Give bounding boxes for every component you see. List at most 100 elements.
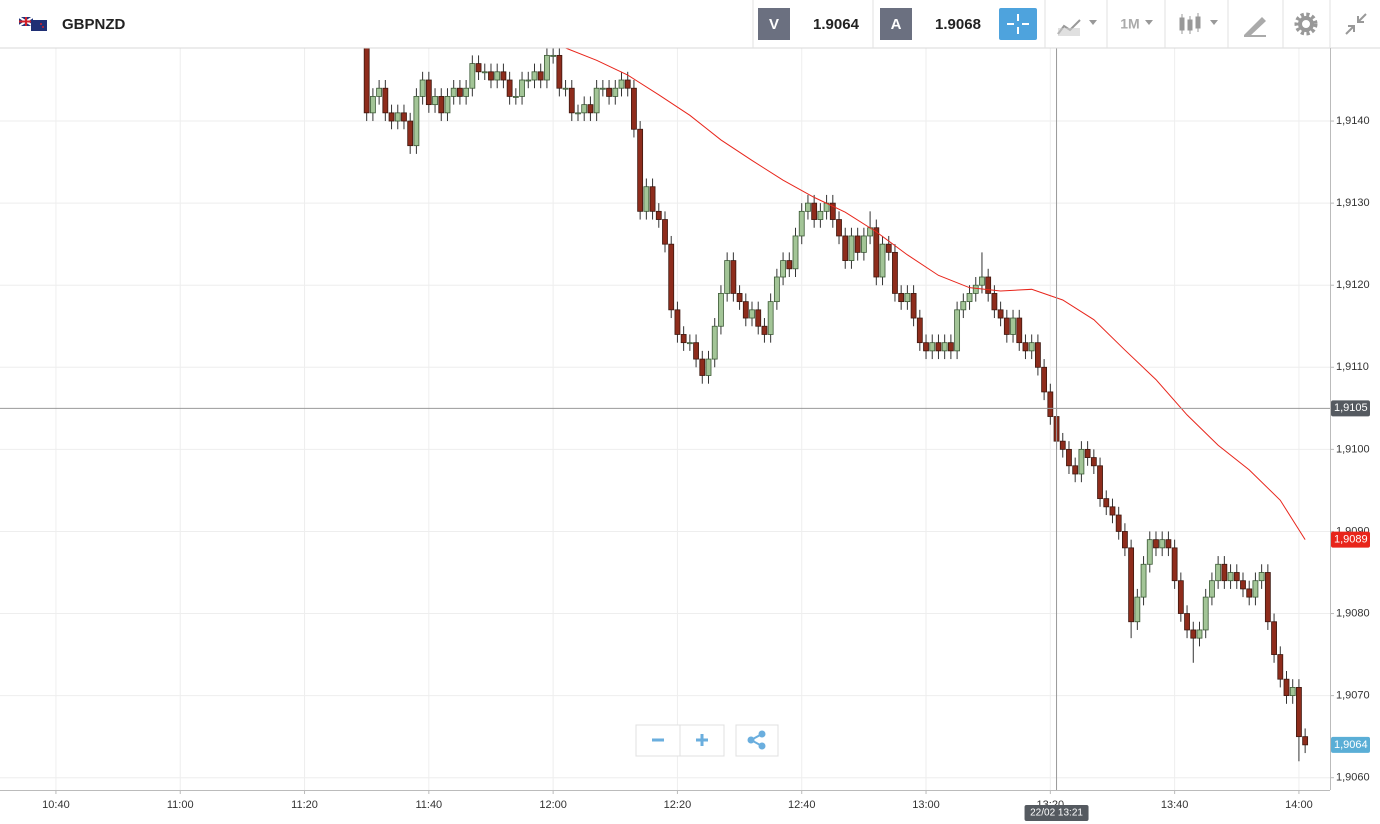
- candle-body: [1165, 539, 1172, 549]
- candle-body: [1258, 572, 1265, 582]
- crosshair-time-tag-bg: [1024, 805, 1089, 821]
- candle-body: [388, 112, 395, 122]
- candle-body: [1059, 440, 1066, 450]
- candle-type-button[interactable]: [1179, 13, 1218, 34]
- candle-body: [811, 202, 818, 220]
- candle-body: [966, 293, 973, 303]
- candle-body: [1016, 317, 1023, 344]
- candle-body: [438, 96, 445, 114]
- candle-body: [1134, 596, 1141, 623]
- candle-body: [879, 243, 886, 278]
- candle-body: [935, 342, 942, 352]
- candle-body: [444, 96, 451, 114]
- candle-body: [587, 104, 594, 114]
- candle-body: [593, 87, 600, 114]
- drawing-button[interactable]: [1244, 17, 1266, 37]
- candle-body: [1171, 547, 1178, 582]
- candle-body: [1115, 514, 1122, 532]
- x-tick-label: 13:00: [912, 799, 940, 811]
- candle-body: [544, 54, 550, 81]
- candle-body: [848, 235, 855, 261]
- candle-body: [1289, 687, 1296, 697]
- candle-body: [972, 284, 979, 294]
- zoom-controls: [635, 724, 779, 757]
- candle-body: [780, 260, 786, 278]
- chart-type-button[interactable]: [1057, 19, 1097, 36]
- candle-body: [898, 293, 905, 303]
- candle-body: [699, 358, 706, 376]
- candle-body: [991, 293, 998, 311]
- y-tick-label: 1,9060: [1336, 772, 1370, 784]
- candle-body: [382, 87, 389, 114]
- candle-body: [885, 243, 892, 253]
- candle-body: [916, 317, 923, 344]
- candle-body: [873, 227, 880, 278]
- share-button[interactable]: [735, 724, 779, 757]
- candle-body: [1221, 563, 1228, 582]
- candle-body: [1034, 342, 1041, 368]
- candle-body: [904, 293, 911, 303]
- zoom-in-button[interactable]: [679, 724, 725, 757]
- candle-body: [512, 96, 519, 98]
- candle-body: [1097, 465, 1103, 500]
- candle-body: [836, 219, 842, 237]
- candle-body: [1215, 563, 1222, 582]
- candle-body: [1153, 539, 1159, 549]
- x-tick-label: 14:00: [1285, 799, 1313, 811]
- collapse-button[interactable]: [1345, 13, 1367, 35]
- candle-body: [1109, 506, 1116, 516]
- candle-body: [537, 71, 544, 81]
- candle-body: [481, 71, 488, 74]
- candle-body: [413, 96, 420, 147]
- candle-body: [929, 342, 936, 352]
- candle-body: [407, 120, 414, 147]
- candle-body: [711, 325, 718, 360]
- last-price-tag-bg: [1331, 736, 1370, 753]
- candle-body: [718, 293, 724, 327]
- candle-body: [892, 251, 898, 294]
- timeframe-button[interactable]: 1M: [1120, 16, 1139, 32]
- zoom-out-button[interactable]: [635, 724, 681, 757]
- candle-body: [1003, 317, 1010, 335]
- candle-body: [1264, 572, 1271, 623]
- candle-body: [923, 342, 929, 352]
- candle-body: [376, 87, 383, 97]
- candle-body: [618, 79, 625, 89]
- candle-body: [457, 87, 463, 97]
- candle-body: [475, 63, 482, 73]
- candle-body: [1271, 621, 1277, 655]
- candle-body: [798, 210, 805, 237]
- candle-body: [860, 235, 867, 253]
- candle-body: [494, 71, 501, 81]
- candle-body: [1190, 629, 1197, 639]
- candle-body: [562, 87, 569, 90]
- candle-body: [575, 112, 581, 115]
- candle-body: [1159, 539, 1166, 549]
- candle-body: [525, 79, 532, 82]
- candle-body: [1196, 629, 1203, 639]
- candle-body: [761, 325, 768, 335]
- overlay: [0, 48, 1330, 790]
- crosshair-button[interactable]: [999, 8, 1037, 40]
- candle-body: [649, 186, 656, 212]
- y-tick-label: 1,9130: [1336, 197, 1370, 209]
- candle-body: [599, 87, 606, 90]
- candle-body: [941, 342, 948, 352]
- candle-body: [817, 210, 824, 220]
- candle-body: [1277, 654, 1284, 680]
- y-tick-label: 1,9120: [1336, 279, 1370, 291]
- candle-body: [1122, 531, 1128, 549]
- candle-body: [724, 260, 731, 294]
- settings-button[interactable]: [1294, 12, 1318, 36]
- candle-body: [767, 301, 774, 335]
- candle-body: [1090, 457, 1097, 467]
- candle-body: [805, 202, 811, 212]
- axes: 1,90601,90701,90801,90901,91001,91101,91…: [42, 115, 1370, 821]
- bid-price[interactable]: 1.9064: [813, 16, 860, 33]
- candle-body: [705, 358, 712, 376]
- candle-body: [773, 276, 780, 303]
- candle-body: [1041, 366, 1048, 393]
- ask-price[interactable]: 1.9068: [935, 16, 981, 33]
- candle-body: [1072, 465, 1079, 475]
- x-tick-label: 11:00: [167, 799, 194, 811]
